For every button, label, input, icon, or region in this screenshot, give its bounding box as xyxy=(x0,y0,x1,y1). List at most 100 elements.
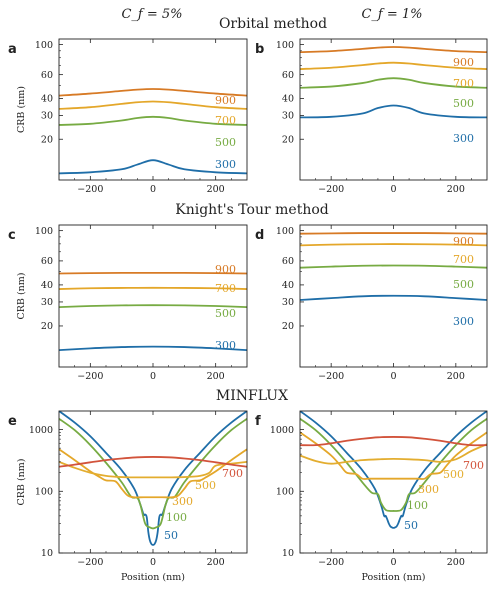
y-tick-label: 10 xyxy=(41,548,53,559)
series-label-500: 500 xyxy=(453,278,474,291)
series-line-300 xyxy=(300,431,487,480)
series-line-500 xyxy=(300,443,487,465)
series-label-900: 900 xyxy=(215,263,236,276)
panel-letter-b: b xyxy=(255,42,264,57)
series-line-700 xyxy=(59,100,247,110)
series-label-300: 300 xyxy=(215,339,236,352)
panel-letter-d: d xyxy=(255,228,264,243)
panel-letter-a: a xyxy=(8,42,17,57)
series-line-500 xyxy=(300,77,487,89)
series-line-300 xyxy=(59,159,247,175)
column-title-right: C_f = 1% xyxy=(361,7,422,22)
y-tick-label: 1000 xyxy=(270,425,294,436)
x-tick-label: 200 xyxy=(447,371,465,382)
series-line-500 xyxy=(59,460,247,479)
series-label-300: 300 xyxy=(418,483,439,496)
series-label-500: 500 xyxy=(195,479,216,492)
x-tick-label: −200 xyxy=(77,184,103,195)
y-tick-label: 60 xyxy=(41,70,53,81)
series-label-300: 300 xyxy=(453,132,474,145)
y-tick-label: 20 xyxy=(282,321,294,332)
y-axis-label: CRB (nm) xyxy=(16,86,27,133)
series-line-50 xyxy=(300,411,487,529)
series-line-700 xyxy=(300,243,487,247)
panel-a: 300 500 700 900 −200 0 200 20 30 40 60 100 CRB (nm) a xyxy=(8,38,248,195)
x-axis-label: Position (nm) xyxy=(362,572,426,583)
x-tick-label: 0 xyxy=(390,371,396,382)
series-line-500 xyxy=(59,304,247,308)
series-label-300: 300 xyxy=(215,158,236,171)
x-tick-label: 0 xyxy=(390,557,396,568)
x-tick-label: 0 xyxy=(150,184,156,195)
y-tick-label: 30 xyxy=(282,297,294,308)
series-line-100 xyxy=(300,417,487,512)
y-tick-label: 20 xyxy=(282,134,294,145)
x-tick-label: −200 xyxy=(318,371,344,382)
series-label-50: 50 xyxy=(404,519,418,532)
panel-c: 300 500 700 900 −200 0 200 20 30 40 60 100 CRB (nm) c xyxy=(8,224,248,382)
y-tick-label: 20 xyxy=(41,321,53,332)
series-label-700: 700 xyxy=(215,282,236,295)
series-line-300 xyxy=(59,448,247,499)
series-label-900: 900 xyxy=(453,235,474,248)
series-label-500: 500 xyxy=(443,468,464,481)
y-axis-label: CRB (nm) xyxy=(16,459,27,506)
x-tick-label: 0 xyxy=(150,557,156,568)
y-tick-label: 100 xyxy=(35,486,53,497)
x-tick-label: 200 xyxy=(207,371,225,382)
series-line-900 xyxy=(59,271,247,275)
y-tick-label: 100 xyxy=(276,486,294,497)
y-tick-label: 40 xyxy=(41,280,53,291)
series-line-500 xyxy=(59,115,247,126)
panel-letter-f: f xyxy=(255,414,261,429)
y-tick-label: 100 xyxy=(35,226,53,237)
series-label-700: 700 xyxy=(453,77,474,90)
series-line-700 xyxy=(300,61,487,70)
series-line-700 xyxy=(59,286,247,290)
series-line-900 xyxy=(300,232,487,235)
series-label-500: 500 xyxy=(215,136,236,149)
section-title-minflux: MINFLUX xyxy=(216,388,288,404)
y-tick-label: 30 xyxy=(282,111,294,122)
panel-b: 300 500 700 900 −200 0 200 20 30 40 60 100 b xyxy=(255,38,488,195)
series-line-900 xyxy=(300,46,487,54)
series-label-300: 300 xyxy=(453,315,474,328)
y-tick-label: 60 xyxy=(41,256,53,267)
series-label-700: 700 xyxy=(215,114,236,127)
series-label-100: 100 xyxy=(407,499,428,512)
y-tick-label: 60 xyxy=(282,256,294,267)
series-label-500: 500 xyxy=(453,97,474,110)
y-tick-label: 30 xyxy=(41,297,53,308)
series-line-700 xyxy=(300,436,487,447)
x-tick-label: 200 xyxy=(207,184,225,195)
y-tick-label: 40 xyxy=(282,94,294,105)
x-tick-label: −200 xyxy=(318,184,344,195)
series-label-500: 500 xyxy=(215,307,236,320)
series-line-50 xyxy=(59,411,247,546)
y-tick-label: 20 xyxy=(41,134,53,145)
series-label-100: 100 xyxy=(166,511,187,524)
series-line-300 xyxy=(300,294,487,301)
x-tick-label: 200 xyxy=(207,557,225,568)
series-line-300 xyxy=(59,345,247,352)
section-title-knights-tour: Knight's Tour method xyxy=(175,202,329,218)
panel-d: 300 500 700 900 −200 0 200 20 30 40 60 100 d xyxy=(255,224,488,382)
x-tick-label: −200 xyxy=(77,557,103,568)
series-label-900: 900 xyxy=(215,94,236,107)
series-line-900 xyxy=(59,88,247,97)
x-tick-label: −200 xyxy=(318,557,344,568)
y-tick-label: 100 xyxy=(276,226,294,237)
series-label-900: 900 xyxy=(453,56,474,69)
series-line-300 xyxy=(300,104,487,119)
y-tick-label: 1000 xyxy=(29,425,53,436)
series-label-700: 700 xyxy=(453,253,474,266)
y-tick-label: 40 xyxy=(41,94,53,105)
series-line-700 xyxy=(59,456,247,468)
x-tick-label: 200 xyxy=(447,557,465,568)
x-tick-label: 200 xyxy=(447,184,465,195)
x-axis-label: Position (nm) xyxy=(121,572,185,583)
y-tick-label: 60 xyxy=(282,70,294,81)
